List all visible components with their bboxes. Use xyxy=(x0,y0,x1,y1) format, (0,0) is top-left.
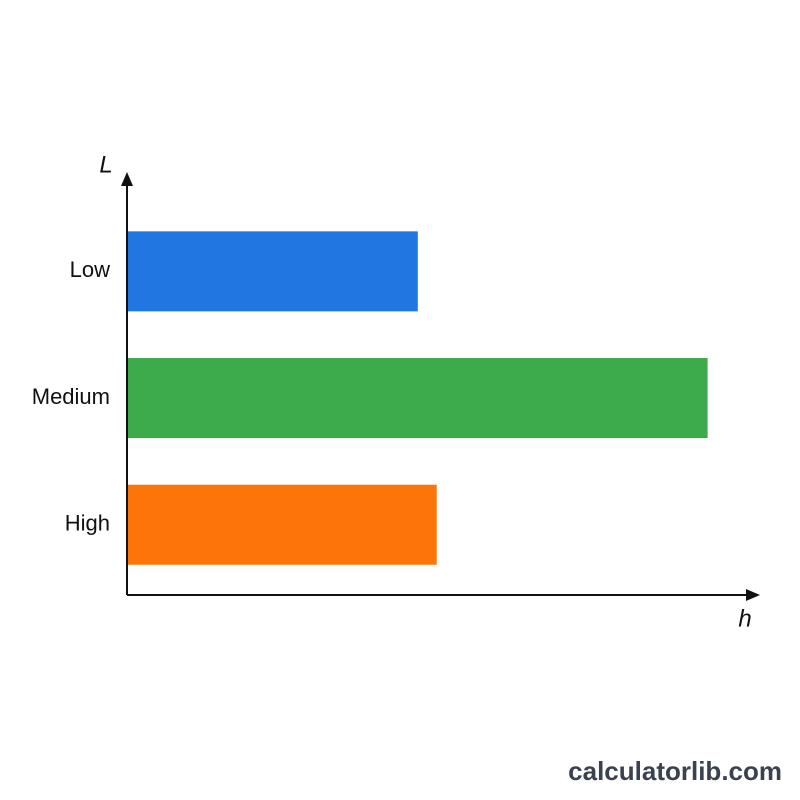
bar xyxy=(128,484,437,565)
y-tick-label: Low xyxy=(70,257,110,282)
y-axis-arrow xyxy=(121,172,133,186)
bar xyxy=(128,231,418,312)
bar xyxy=(128,358,708,439)
x-axis-arrow xyxy=(746,589,760,601)
y-tick-label: Medium xyxy=(32,384,110,409)
y-tick-label: High xyxy=(65,511,110,536)
y-axis-label: L xyxy=(99,151,112,178)
x-axis-label: h xyxy=(738,605,751,632)
watermark: calculatorlib.com xyxy=(568,756,782,786)
